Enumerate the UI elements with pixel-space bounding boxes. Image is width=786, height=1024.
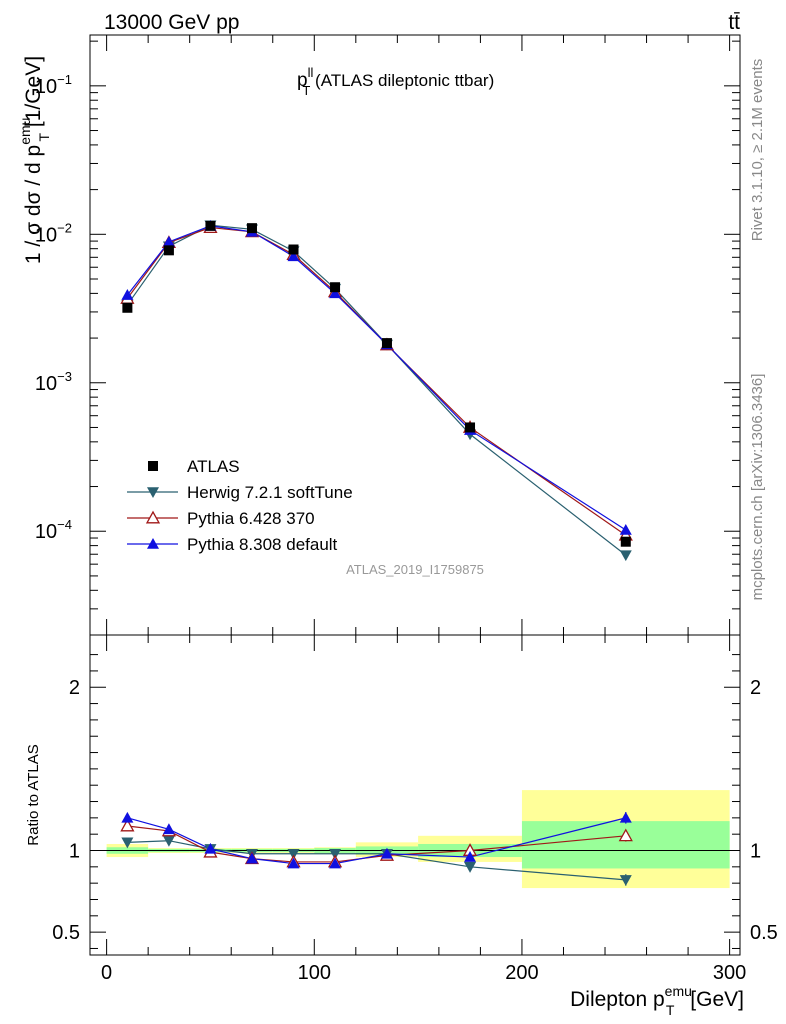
main-ytick-label: 10−4 bbox=[35, 517, 72, 543]
legend-label: Pythia 6.428 370 bbox=[187, 509, 315, 528]
energy-label: 13000 GeV pp bbox=[104, 11, 239, 34]
ratio-point bbox=[287, 857, 300, 869]
xlabel-unit: [GeV] bbox=[684, 988, 744, 1011]
ylabel-unit: [1/GeV] bbox=[22, 56, 45, 133]
ratio-band-stat bbox=[521, 821, 730, 869]
ratio-point bbox=[329, 848, 342, 860]
main-point bbox=[121, 289, 134, 300]
main-point bbox=[620, 536, 631, 547]
ratio-point bbox=[204, 842, 217, 854]
xlabel-sub: T bbox=[666, 1002, 675, 1018]
legend-marker bbox=[145, 510, 161, 524]
ratio-ytick-label-right: 0.5 bbox=[750, 922, 778, 944]
ratio-point bbox=[464, 851, 477, 862]
title-main: p bbox=[297, 70, 308, 91]
main-point bbox=[162, 235, 175, 247]
xlabel: Dilepton pemu T [GeV] bbox=[570, 983, 744, 1018]
main-axes: 10−1 10−2 10−3 10−4 bbox=[35, 35, 740, 636]
xlabel-main: Dilepton p bbox=[570, 988, 665, 1011]
ylabel-sub: T bbox=[36, 133, 52, 142]
ratio-ytick-label-right: 2 bbox=[750, 677, 761, 699]
ratio-marks bbox=[120, 811, 633, 886]
ratio-ytick-label-right: 1 bbox=[750, 841, 761, 863]
mcplots-label: mcplots.cern.ch [arXiv:1306.3436] bbox=[749, 374, 766, 601]
ratio-ylabel: Ratio to ATLAS bbox=[25, 744, 42, 845]
ratio-point bbox=[121, 811, 134, 823]
ratio-point bbox=[329, 857, 342, 869]
title-rest: (ATLAS dileptonic ttbar) bbox=[310, 71, 494, 90]
ratio-ytick-label-left: 2 bbox=[69, 677, 80, 699]
main-point bbox=[205, 220, 216, 231]
xlabel-sup: emu bbox=[665, 983, 692, 999]
xtick-label: 100 bbox=[298, 962, 331, 984]
ratio-ytick-label-left: 0.5 bbox=[52, 922, 80, 944]
legend-marker bbox=[147, 538, 159, 549]
main-point bbox=[619, 523, 632, 535]
ratio-ytick-label-left: 1 bbox=[69, 841, 80, 863]
ylabel-sup: emu bbox=[17, 118, 33, 145]
ratio-point bbox=[287, 848, 300, 860]
main-ytick-label: 10−3 bbox=[35, 369, 72, 395]
ratio-point bbox=[619, 875, 632, 886]
ratio-panel: 2 2 1 1 0.5 0.5 0 100 200 300 Ratio to ATLAS Dile… bbox=[25, 634, 778, 1018]
analysis-watermark: ATLAS_2019_I1759875 bbox=[346, 562, 484, 577]
title-sup: ll bbox=[308, 65, 314, 80]
ratio-point bbox=[619, 811, 632, 823]
xtick-label: 200 bbox=[505, 962, 538, 984]
main-point bbox=[329, 287, 342, 299]
ratio-point bbox=[121, 837, 134, 849]
ratio-point bbox=[618, 828, 633, 842]
main-point bbox=[122, 302, 133, 313]
title-sub: T bbox=[302, 83, 310, 98]
main-point bbox=[287, 250, 300, 262]
legend-marker bbox=[148, 461, 158, 471]
main-panel: ATLAS_2019_I1759875 pll T (ATLAS dilepton… bbox=[17, 34, 741, 636]
ratio-point bbox=[162, 823, 175, 835]
legend-label: Herwig 7.2.1 softTune bbox=[187, 483, 353, 502]
ratio-point bbox=[380, 847, 393, 859]
main-point bbox=[381, 338, 392, 349]
ratio-point bbox=[245, 852, 258, 864]
main-ylabel: 1 / σ dσ / d pemu T [1/GeV] bbox=[17, 56, 52, 264]
xtick-label: 300 bbox=[713, 962, 746, 984]
main-point bbox=[246, 223, 257, 234]
main-series-line bbox=[126, 224, 627, 556]
main-marks bbox=[120, 219, 633, 562]
ratio-axes: 2 2 1 1 0.5 0.5 0 100 200 300 bbox=[52, 635, 778, 984]
rivet-label: Rivet 3.1.10, ≥ 2.1M events bbox=[749, 59, 766, 242]
process-label: tt̄ bbox=[728, 11, 740, 34]
main-point bbox=[163, 245, 174, 256]
legend: ATLAS Herwig 7.2.1 softTune Pythia 6.428 3… bbox=[127, 457, 353, 554]
ratio-point bbox=[464, 862, 477, 873]
main-ytick-label: 10−1 bbox=[35, 72, 72, 98]
main-point bbox=[288, 244, 299, 255]
ratio-bands bbox=[90, 790, 740, 889]
plot-title: pll T (ATLAS dileptonic ttbar) bbox=[297, 65, 494, 98]
ratio-frame bbox=[89, 634, 741, 956]
main-point bbox=[465, 422, 476, 433]
ylabel-main: 1 / σ dσ / d p bbox=[22, 145, 45, 264]
ratio-point bbox=[162, 835, 175, 847]
xtick-label: 0 bbox=[101, 962, 112, 984]
ratio-point bbox=[120, 818, 135, 832]
main-ytick-label: 10−2 bbox=[35, 220, 72, 246]
main-point bbox=[619, 550, 632, 562]
legend-marker bbox=[147, 487, 159, 498]
legend-label: Pythia 8.308 default bbox=[187, 535, 338, 554]
legend-label: ATLAS bbox=[187, 457, 240, 476]
main-point bbox=[330, 282, 341, 293]
